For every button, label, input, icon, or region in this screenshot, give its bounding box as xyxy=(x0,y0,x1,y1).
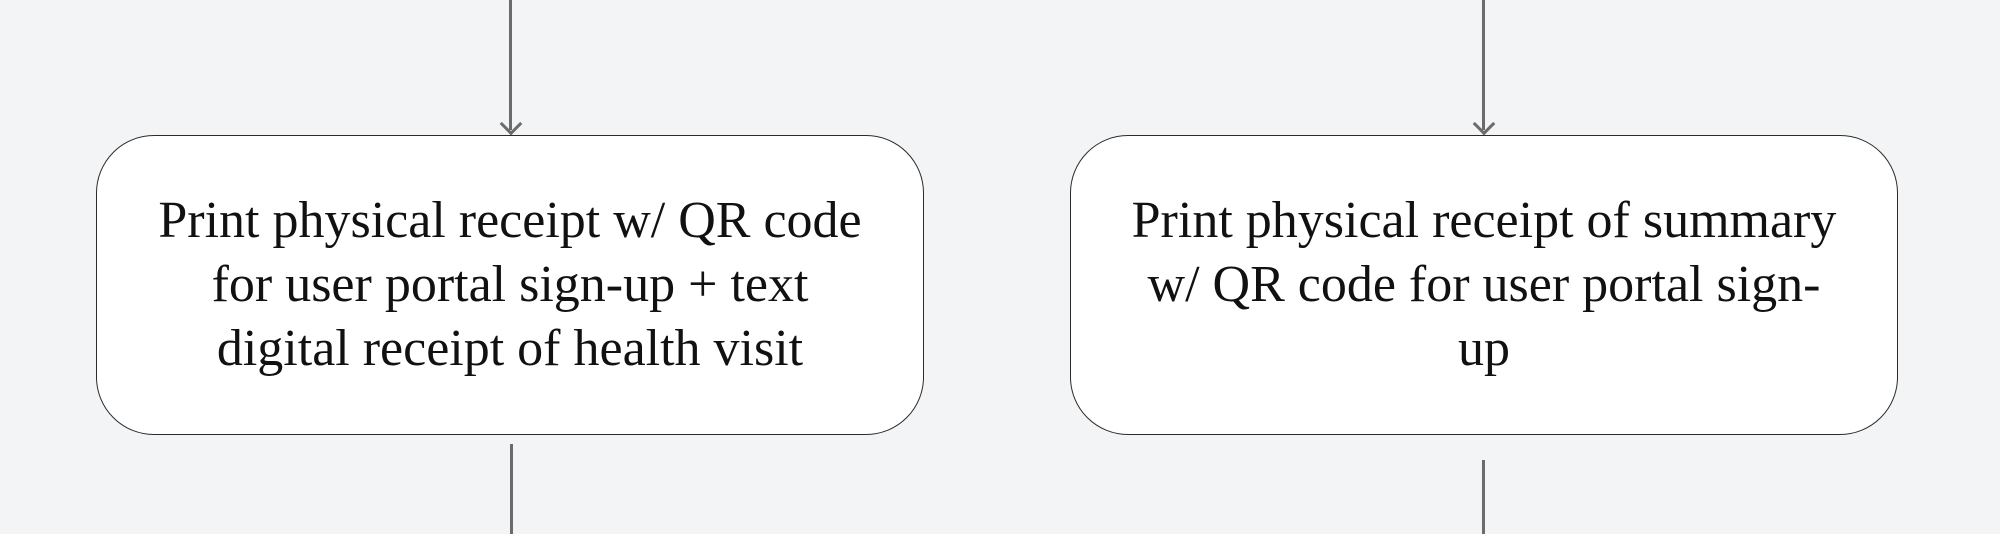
arrowhead-left xyxy=(499,112,522,136)
process-node-left-text: Print physical receipt w/ QR code for us… xyxy=(158,192,862,377)
arrowhead-right xyxy=(1472,112,1495,136)
incoming-connector-right xyxy=(1482,0,1485,130)
incoming-connector-left xyxy=(509,0,512,130)
outgoing-connector-left xyxy=(510,444,513,534)
process-node-right[interactable]: Print physical receipt of summary w/ QR … xyxy=(1070,135,1898,435)
outgoing-connector-right xyxy=(1482,460,1485,534)
process-node-left[interactable]: Print physical receipt w/ QR code for us… xyxy=(96,135,924,435)
process-node-right-text: Print physical receipt of summary w/ QR … xyxy=(1131,192,1837,377)
